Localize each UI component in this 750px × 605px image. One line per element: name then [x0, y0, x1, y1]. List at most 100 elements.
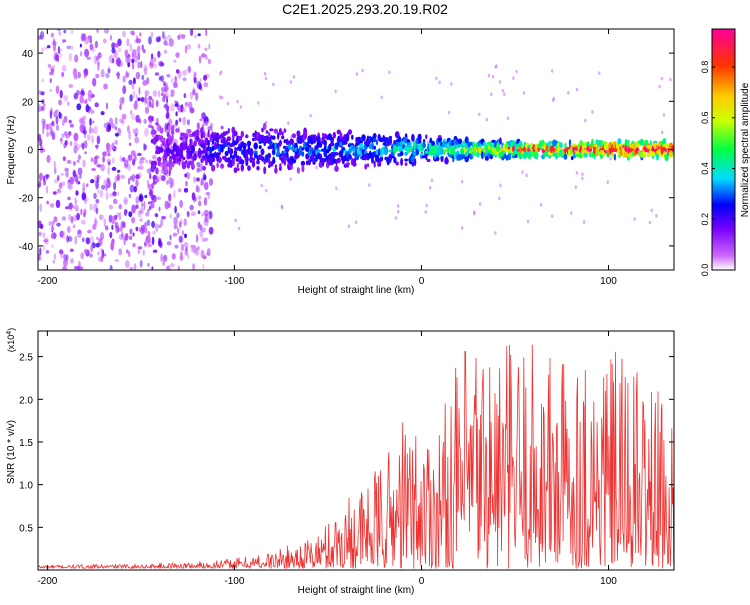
spectrogram-cell: [74, 235, 78, 245]
spectrogram-cell: [193, 34, 198, 39]
spectrogram-cell: [148, 205, 152, 210]
spectrogram-cell: [173, 190, 176, 199]
spectrogram-cell: [374, 154, 380, 159]
spectrogram-cell: [51, 133, 56, 140]
spectrogram-cell: [302, 131, 308, 137]
spectrogram-cell: [209, 178, 213, 186]
spectrogram-cell: [146, 179, 150, 188]
spectrogram-cell: [210, 129, 214, 133]
spectrogram-cell: [330, 139, 334, 146]
spectrogram-cell: [201, 227, 206, 233]
spectrogram-cell: [111, 166, 117, 171]
spectrogram-cell: [166, 180, 169, 185]
spectrogram-cell: [79, 94, 84, 104]
spectrogram-cell: [223, 136, 226, 141]
spectrogram-cell: [283, 139, 287, 144]
spectrogram-cell: [129, 94, 133, 102]
spectrogram-cell: [212, 138, 215, 145]
spectrogram-cell: [85, 104, 90, 113]
spectrogram-cell: [174, 244, 179, 249]
spectrogram-cell: [84, 74, 86, 79]
spectrogram-cell: [147, 244, 152, 248]
spectrogram-cell: [307, 144, 312, 148]
spectrogram-cell: [84, 198, 87, 205]
spectrogram-cell: [149, 189, 154, 197]
spectrogram-cells: [38, 29, 674, 270]
spectrogram-cell: [82, 115, 87, 120]
spectrogram-cell: [189, 107, 195, 114]
spectrogram-cell: [141, 202, 144, 207]
spectrogram-cell: [375, 149, 379, 155]
spectrogram-cell: [82, 129, 88, 135]
spectrogram-cell: [348, 154, 352, 159]
spectrogram-cell: [97, 51, 102, 59]
spectrogram-cell: [567, 90, 570, 95]
spectrogram-cell: [202, 143, 206, 151]
spectrogram-cell: [133, 186, 137, 193]
spectrogram-cell: [158, 224, 162, 228]
spectrogram-y-tick-label: -40: [19, 242, 34, 253]
spectrogram-cell: [86, 134, 91, 141]
spectrogram-cell: [107, 153, 111, 157]
spectrogram-cell: [80, 88, 85, 95]
spectrogram-cell: [175, 111, 178, 117]
spectrogram-cell: [271, 148, 276, 156]
spectrogram-cell: [396, 204, 400, 208]
spectrogram-cell: [164, 124, 167, 133]
spectrogram-cell: [151, 125, 154, 130]
spectrogram-cell: [315, 165, 318, 170]
spectrogram-cell: [192, 87, 195, 96]
spectrogram-cell: [139, 158, 143, 166]
spectrogram-cell: [503, 154, 507, 159]
spectrogram-cell: [361, 134, 366, 142]
spectrogram-cell: [211, 145, 215, 152]
spectrogram-cell: [372, 133, 377, 139]
spectrogram-cell: [289, 80, 292, 84]
spectrogram-cell: [488, 155, 491, 159]
spectrogram-cell: [48, 122, 52, 130]
spectrogram-cell: [117, 47, 122, 53]
spectrogram-cell: [115, 57, 121, 67]
spectrogram-cell: [44, 237, 49, 245]
spectrogram-cell: [205, 192, 211, 196]
spectrogram-cell: [152, 155, 157, 160]
spectrogram-cell: [164, 165, 168, 172]
spectrogram-cell: [176, 106, 181, 110]
spectrogram-cell: [503, 92, 506, 96]
spectrogram-cell: [148, 115, 153, 121]
spectrogram-cell: [79, 123, 84, 133]
spectrogram-cell: [90, 157, 94, 163]
spectrogram-cell: [336, 129, 341, 135]
spectrogram-cell: [121, 113, 127, 120]
spectrogram-cell: [650, 208, 653, 213]
snr-y-tick-label: 2.0: [19, 395, 33, 406]
snr-scale-note-close: ): [6, 328, 16, 331]
spectrogram-cell: [45, 185, 49, 194]
spectrogram-cell: [151, 63, 157, 69]
spectrogram-cell: [190, 211, 196, 217]
spectrogram-cell: [426, 158, 431, 163]
spectrogram-cell: [166, 74, 171, 78]
spectrogram-cell: [89, 117, 92, 126]
spectrogram-cell: [42, 245, 46, 251]
spectrogram-cell: [201, 212, 205, 217]
spectrogram-cell: [73, 141, 78, 146]
spectrogram-cell: [112, 157, 115, 164]
spectrogram-cell: [321, 157, 325, 165]
spectrogram-cell: [186, 210, 190, 218]
spectrogram-cell: [124, 159, 129, 168]
spectrogram-x-tick-label: -100: [224, 276, 244, 287]
spectrogram-cell: [46, 154, 51, 163]
spectrogram-cell: [599, 140, 604, 145]
spectrogram-cell: [159, 127, 164, 134]
spectrogram-cell: [204, 237, 209, 241]
spectrogram-cell: [153, 56, 157, 63]
spectrogram-cell: [144, 240, 147, 248]
spectrogram-cell: [514, 154, 518, 158]
spectrogram-cell: [49, 110, 53, 119]
spectrogram-cell: [283, 128, 287, 133]
spectrogram-cell: [84, 248, 88, 254]
spectrogram-cell: [53, 166, 57, 175]
spectrogram-cell: [135, 71, 141, 80]
spectrogram-cell: [70, 258, 74, 264]
